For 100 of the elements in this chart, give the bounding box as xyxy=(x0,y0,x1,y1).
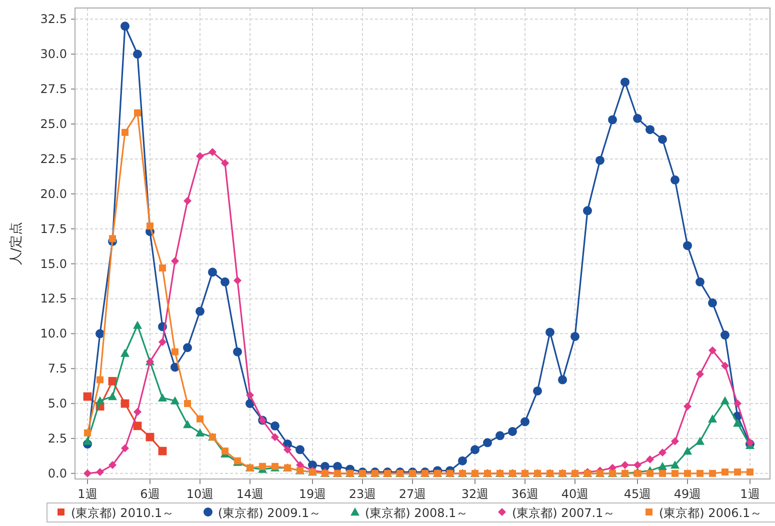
point xyxy=(134,109,141,116)
point xyxy=(671,437,679,446)
y-tick-label: 25.0 xyxy=(40,117,67,132)
y-tick-label: 17.5 xyxy=(40,222,67,236)
y-tick-label: 15.0 xyxy=(40,256,67,271)
y-tick-label: 22.5 xyxy=(40,152,67,166)
point xyxy=(672,470,678,477)
y-tick-label: 5.0 xyxy=(48,396,67,411)
point xyxy=(234,276,242,285)
point xyxy=(108,376,117,386)
point xyxy=(720,330,730,340)
point xyxy=(120,348,130,357)
point xyxy=(133,422,142,430)
y-tick-label: 10.0 xyxy=(40,326,67,341)
point xyxy=(734,400,742,408)
point xyxy=(658,448,666,456)
point xyxy=(259,462,266,470)
point xyxy=(621,461,629,470)
point xyxy=(183,343,192,352)
x-tick-label: 10週 xyxy=(186,487,214,501)
point xyxy=(696,277,704,286)
x-tick-label: 1週 xyxy=(78,487,98,501)
x-tick-label: 45週 xyxy=(624,487,652,501)
y-tick-label: 2.5 xyxy=(48,431,67,446)
legend-label: (東京都) 2007.1～ xyxy=(512,506,616,520)
point xyxy=(208,268,217,277)
point xyxy=(670,175,680,184)
point xyxy=(734,468,741,476)
point xyxy=(134,408,142,416)
x-tick-label: 19週 xyxy=(298,487,326,501)
point xyxy=(658,462,667,470)
point xyxy=(558,375,567,384)
point xyxy=(83,436,92,445)
point xyxy=(196,415,204,422)
point xyxy=(646,455,654,464)
point xyxy=(84,469,92,478)
point xyxy=(483,438,492,448)
point xyxy=(183,420,192,428)
point xyxy=(633,114,642,123)
y-tick-label: 27.5 xyxy=(40,82,67,96)
point xyxy=(122,128,128,136)
point xyxy=(470,445,480,454)
point xyxy=(683,241,692,250)
point xyxy=(159,264,166,272)
point xyxy=(96,468,104,476)
point xyxy=(196,306,204,316)
point xyxy=(133,50,142,59)
point xyxy=(233,347,242,356)
point xyxy=(96,329,104,338)
x-tick-label: 23週 xyxy=(348,487,376,501)
point xyxy=(120,399,130,408)
point xyxy=(458,456,467,466)
point xyxy=(333,462,342,471)
point xyxy=(220,277,230,286)
y-tick-label: 30.0 xyxy=(40,47,67,62)
y-tick-label: 20.0 xyxy=(40,186,67,201)
point xyxy=(722,468,728,476)
legend-label: (東京都) 2010.1～ xyxy=(71,506,174,520)
point xyxy=(708,414,717,422)
point xyxy=(221,159,229,168)
point xyxy=(708,298,717,308)
point xyxy=(634,461,642,470)
point xyxy=(146,432,154,442)
point xyxy=(96,376,104,384)
point xyxy=(520,417,530,426)
point xyxy=(658,134,667,144)
point xyxy=(270,421,280,430)
x-tick-label: 32週 xyxy=(461,487,489,501)
point xyxy=(170,396,180,404)
point xyxy=(158,338,166,346)
point xyxy=(246,391,254,400)
legend-label: (東京都) 2006.1～ xyxy=(659,506,762,520)
point xyxy=(646,125,654,134)
point xyxy=(684,470,691,477)
point xyxy=(696,436,704,445)
legend-label: (東京都) 2008.1～ xyxy=(365,506,468,520)
point xyxy=(109,235,116,242)
point xyxy=(271,433,279,442)
y-axis-title: 人/定点 xyxy=(9,222,24,266)
point xyxy=(184,196,192,205)
y-tick-label: 12.5 xyxy=(40,292,67,306)
point xyxy=(171,256,179,265)
point xyxy=(608,115,617,124)
point xyxy=(508,426,517,436)
point xyxy=(659,470,666,477)
y-tick-label: 32.5 xyxy=(40,12,67,26)
point xyxy=(720,396,730,404)
point xyxy=(746,468,754,476)
x-tick-label: 40週 xyxy=(561,487,589,501)
point xyxy=(646,470,654,477)
x-tick-label: 6週 xyxy=(140,487,160,501)
point xyxy=(83,392,92,401)
point xyxy=(222,448,228,455)
point xyxy=(533,386,542,396)
point xyxy=(733,418,742,427)
point xyxy=(146,222,154,230)
point xyxy=(284,446,292,454)
point xyxy=(96,396,104,404)
point xyxy=(196,428,204,436)
point xyxy=(684,402,692,410)
